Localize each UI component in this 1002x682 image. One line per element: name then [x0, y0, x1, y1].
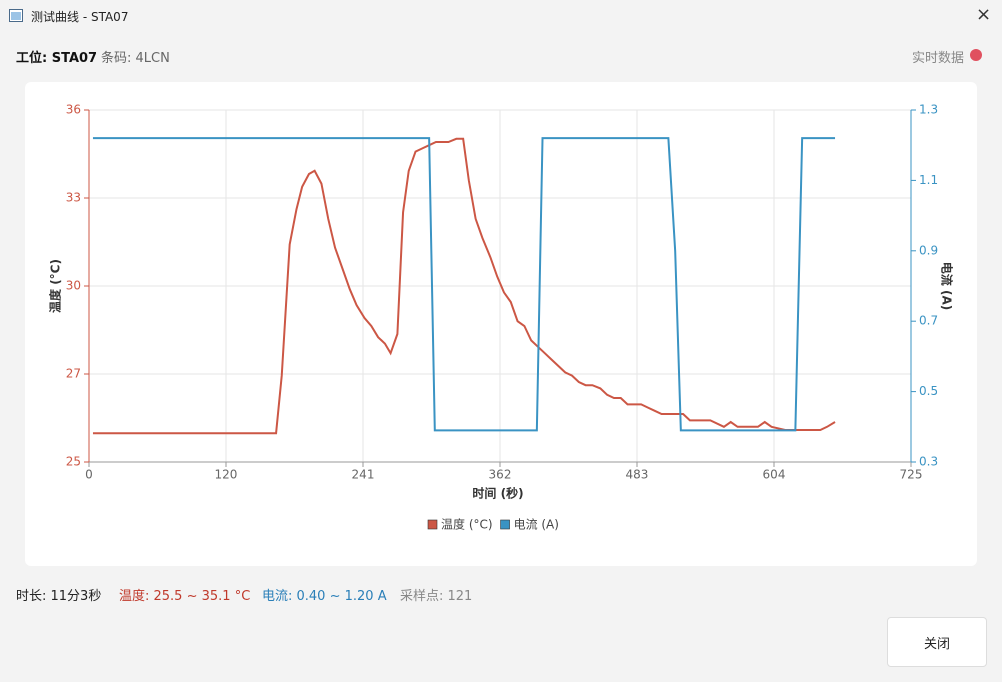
x-axis-title: 时间 (秒) [472, 486, 523, 501]
temperature-range: 温度: 25.5 ~ 35.1 °C [119, 589, 251, 604]
duration: 时长: 11分3秒 [16, 589, 102, 604]
series-line [92, 137, 836, 432]
station: 工位: STA07 [16, 51, 98, 66]
y-tick-label: 33 [66, 191, 81, 205]
series-line [92, 137, 836, 435]
y2-tick-label: 0.9 [919, 243, 938, 257]
close-icon[interactable]: × [976, 4, 992, 25]
y2-tick-label: 0.7 [919, 314, 938, 328]
y-tick-label: 27 [66, 367, 81, 381]
y-tick-label: 36 [66, 103, 81, 117]
y2-axis-title: 电流 (A) [940, 262, 955, 310]
x-tick-label: 725 [900, 468, 923, 482]
y-tick-label: 25 [66, 455, 81, 469]
legend-swatch [427, 519, 438, 530]
realtime-dot [970, 49, 982, 61]
barcode: 条码: 4LCN [101, 51, 170, 66]
x-tick-label: 604 [763, 468, 786, 482]
legend-label: 电流 (A) [514, 518, 559, 532]
y2-tick-label: 0.3 [919, 455, 938, 469]
close-button[interactable]: 关闭 [887, 617, 987, 667]
x-tick-label: 241 [352, 468, 375, 482]
window-title: 测试曲线 - STA07 [31, 10, 129, 24]
x-tick-label: 483 [626, 468, 649, 482]
legend-label: 温度 (°C) [441, 517, 493, 532]
y-tick-label: 30 [66, 279, 81, 293]
y2-tick-label: 0.5 [919, 384, 938, 398]
x-tick-label: 120 [215, 468, 238, 482]
y2-tick-label: 1.1 [919, 173, 938, 187]
chart-card [25, 82, 977, 566]
app-icon [9, 9, 23, 22]
realtime-label: 实时数据 [911, 51, 964, 66]
sample-count: 采样点: 121 [400, 589, 473, 604]
x-tick-label: 362 [489, 468, 512, 482]
y2-tick-label: 1.3 [919, 103, 938, 117]
current-range: 电流: 0.40 ~ 1.20 A [262, 589, 387, 604]
x-tick-label: 0 [85, 468, 93, 482]
y-axis-title: 温度 (°C) [48, 259, 63, 313]
legend-swatch [500, 519, 510, 530]
